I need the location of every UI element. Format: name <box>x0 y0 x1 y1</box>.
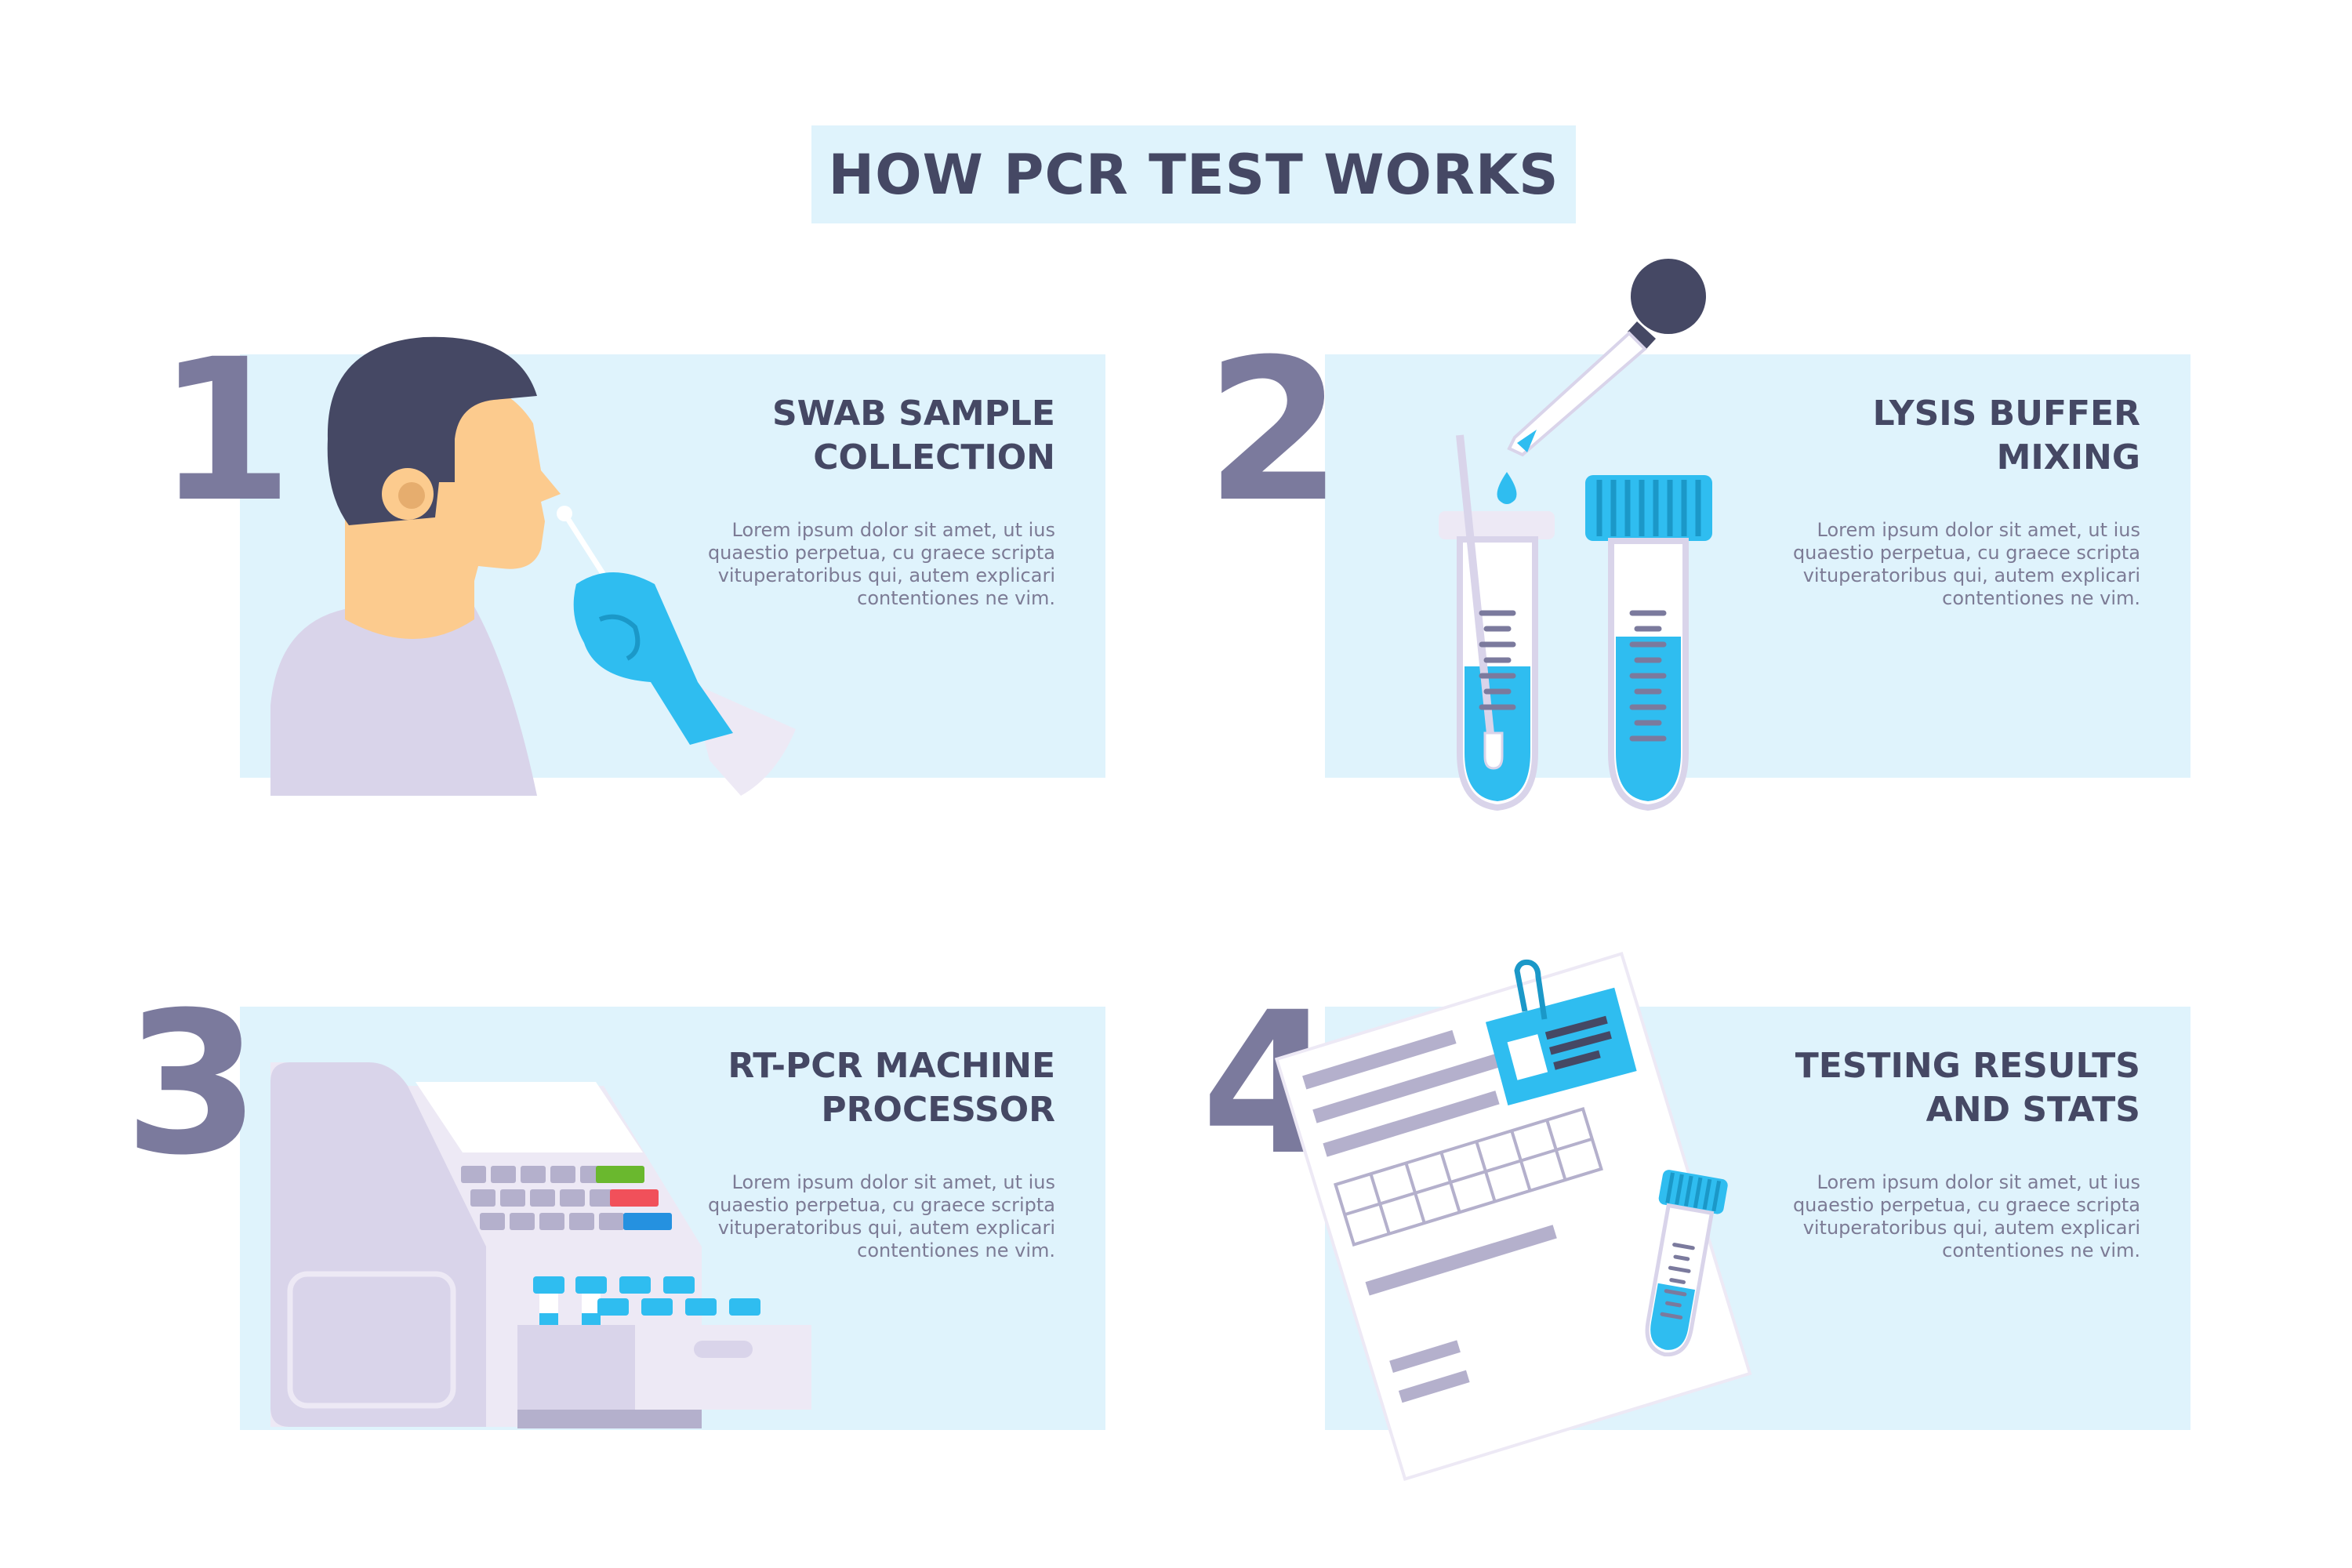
title-banner: HOW PCR TEST WORKS <box>811 125 1576 223</box>
step-number-2: 2 <box>1206 317 1342 545</box>
step-number-3: 3 <box>124 970 260 1198</box>
step-text-1: SWAB SAMPLE COLLECTION Lorem ipsum dolor… <box>616 392 1055 610</box>
page-title: HOW PCR TEST WORKS <box>828 142 1559 207</box>
step-title-1: SWAB SAMPLE COLLECTION <box>771 394 1055 477</box>
step-title-2: LYSIS BUFFER MIXING <box>1872 394 2140 477</box>
step-description-3: Lorem ipsum dolor sit amet, ut ius quaes… <box>707 1171 1055 1261</box>
step-description-4: Lorem ipsum dolor sit amet, ut ius quaes… <box>1792 1171 2140 1261</box>
step-title-3: RT-PCR MACHINE PROCESSOR <box>728 1046 1055 1130</box>
step-text-2: LYSIS BUFFER MIXING Lorem ipsum dolor si… <box>1701 392 2140 610</box>
step-description-1: Lorem ipsum dolor sit amet, ut ius quaes… <box>707 519 1055 609</box>
step-text-4: TESTING RESULTS AND STATS Lorem ipsum do… <box>1701 1044 2140 1262</box>
step-text-3: RT-PCR MACHINE PROCESSOR Lorem ipsum dol… <box>616 1044 1055 1262</box>
step-number-1: 1 <box>157 317 293 545</box>
step-description-2: Lorem ipsum dolor sit amet, ut ius quaes… <box>1792 519 2140 609</box>
step-title-4: TESTING RESULTS AND STATS <box>1795 1046 2140 1130</box>
